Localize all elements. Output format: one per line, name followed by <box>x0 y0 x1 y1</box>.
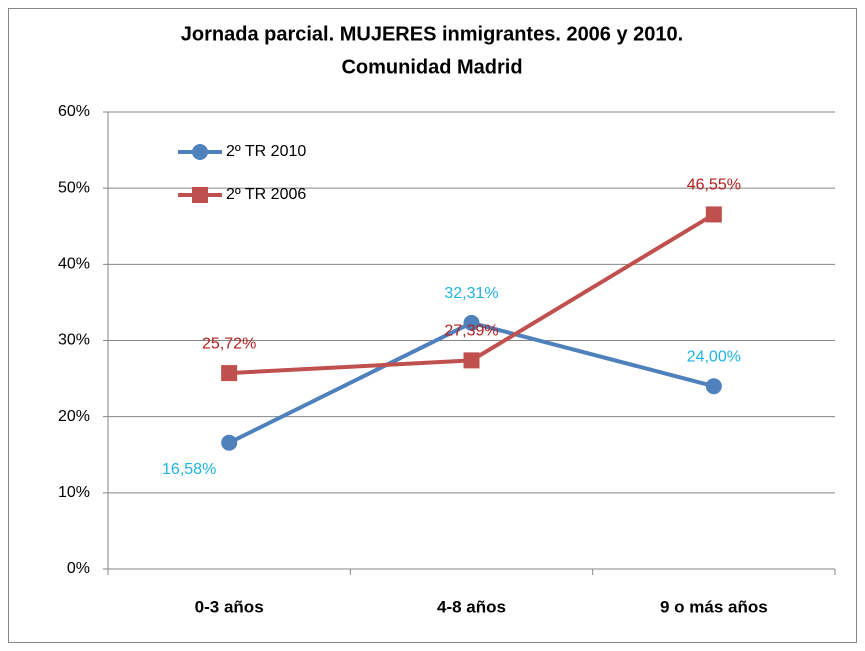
marker <box>221 365 238 382</box>
chart-subtitle: Comunidad Madrid <box>341 56 522 78</box>
x-tick-label: 0-3 años <box>195 597 264 616</box>
y-tick-label: 30% <box>58 332 90 349</box>
x-tick-label: 9 o más años <box>660 597 768 616</box>
chart-frame <box>8 8 857 643</box>
y-tick-label: 40% <box>58 256 90 273</box>
data-label: 24,00% <box>687 348 741 365</box>
chart-title: Jornada parcial. MUJERES inmigrantes. 20… <box>181 23 683 45</box>
y-tick-label: 20% <box>58 408 90 425</box>
y-tick-label: 60% <box>58 103 90 120</box>
data-label: 16,58% <box>162 461 216 478</box>
y-tick-label: 10% <box>58 484 90 501</box>
legend-marker <box>192 144 208 160</box>
legend-label: 2º TR 2010 <box>226 143 306 160</box>
marker <box>221 434 238 451</box>
marker <box>463 314 480 331</box>
y-tick-label: 50% <box>58 179 90 196</box>
legend-label: 2º TR 2006 <box>226 186 306 203</box>
data-label: 46,55% <box>687 177 741 194</box>
data-label: 32,31% <box>444 285 498 302</box>
marker <box>705 378 722 395</box>
data-label: 25,72% <box>202 335 256 352</box>
y-tick-label: 0% <box>67 560 90 577</box>
marker <box>705 206 722 223</box>
legend-marker <box>192 187 208 203</box>
data-label: 27,39% <box>444 323 498 340</box>
x-tick-label: 4-8 años <box>437 597 506 616</box>
marker <box>463 352 480 369</box>
